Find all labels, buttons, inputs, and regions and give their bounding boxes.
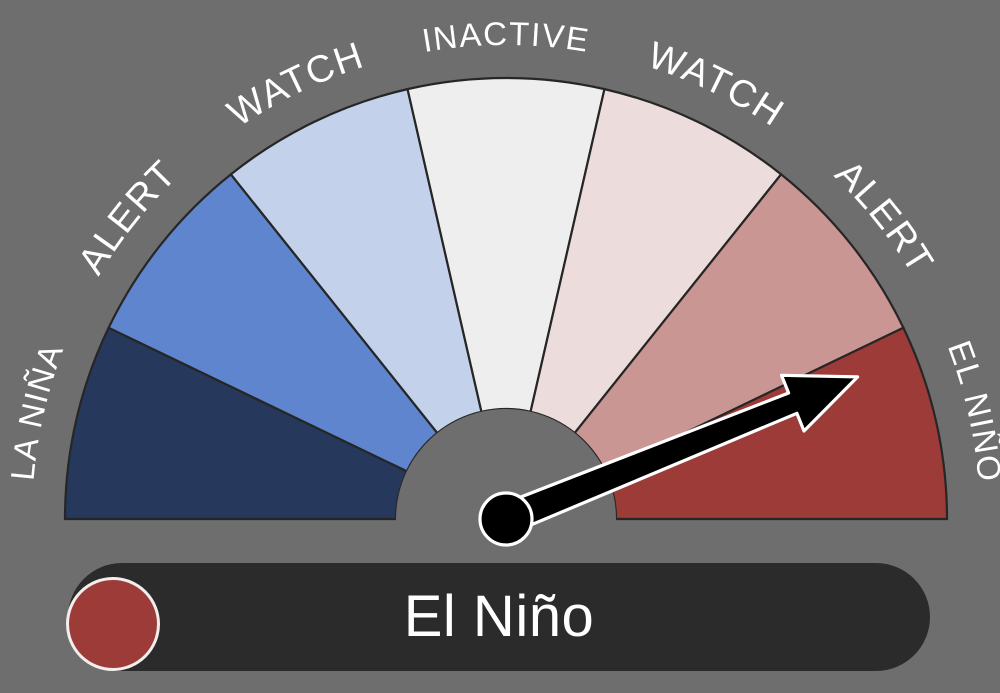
gauge-segments	[63, 76, 949, 521]
segment-label-3: INACTIVE	[419, 15, 592, 59]
gauge-segment-watch-4	[529, 87, 783, 435]
gauge-hub	[396, 409, 616, 560]
segment-label-0: LA NIÑA	[4, 338, 71, 482]
segment-label-6: EL NIÑO	[941, 336, 1000, 484]
status-indicator-dot	[66, 577, 160, 671]
needle-pivot	[478, 491, 534, 547]
gauge-segment-inactive-3	[406, 76, 606, 414]
status-label: El Niño	[403, 584, 595, 649]
status-bar: El Niño	[68, 563, 930, 671]
gauge-needle	[478, 373, 860, 547]
gauge-segment-watch-2	[229, 87, 483, 435]
gauge-container: LA NIÑA ALERT WATCH INACTIVE WATCH ALERT EL NI…	[3, 14, 1000, 560]
